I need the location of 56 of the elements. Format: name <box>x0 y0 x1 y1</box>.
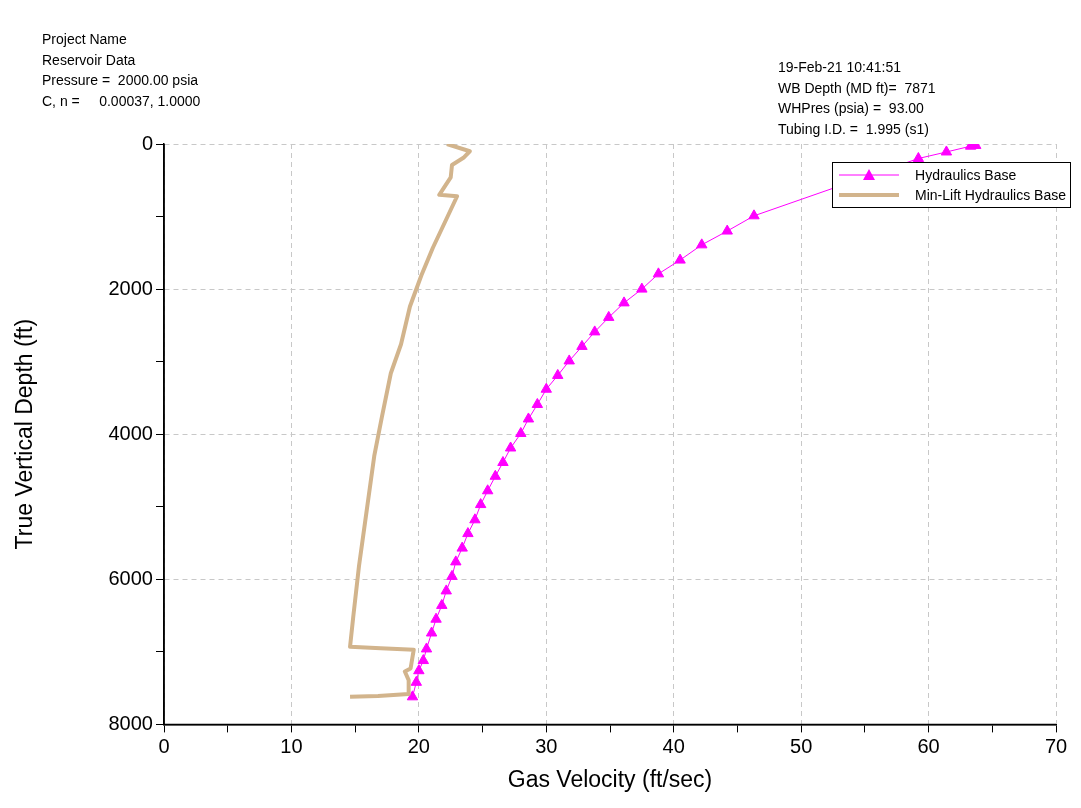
point <box>531 397 544 408</box>
point <box>515 426 527 437</box>
point <box>446 569 458 580</box>
x-tick-label: 0 <box>158 734 170 757</box>
x-tick-label: 40 <box>662 734 685 757</box>
point <box>912 152 925 163</box>
point <box>406 690 419 701</box>
point <box>696 238 708 249</box>
y-tick-label: 6000 <box>108 566 153 589</box>
x-tick-label: 60 <box>917 734 940 757</box>
point <box>481 484 494 495</box>
y-tick-label: 0 <box>141 131 153 154</box>
point <box>552 368 564 379</box>
y-tick-label: 4000 <box>108 421 153 444</box>
point <box>469 513 481 524</box>
point <box>748 209 760 220</box>
point <box>456 541 468 552</box>
point <box>576 339 588 350</box>
legend-label: Min-Lift Hydraulics Base <box>915 187 1066 203</box>
point <box>440 584 452 595</box>
y-tick-label: 2000 <box>108 276 153 299</box>
point <box>522 412 535 423</box>
point <box>425 626 438 637</box>
point <box>430 612 442 623</box>
point <box>489 469 502 480</box>
x-tick-label: 20 <box>407 734 430 757</box>
legend-label: Hydraulics Base <box>915 167 1017 183</box>
point <box>504 441 517 452</box>
point <box>413 664 425 675</box>
point <box>420 642 433 653</box>
point <box>462 527 474 538</box>
point <box>497 455 509 466</box>
point <box>563 354 575 365</box>
point <box>474 498 487 509</box>
point <box>940 145 953 156</box>
point <box>436 598 448 609</box>
point <box>603 310 615 321</box>
x-axis-title: Gas Velocity (ft/sec) <box>507 765 713 792</box>
y-tick-label: 8000 <box>108 711 153 734</box>
point <box>589 325 601 336</box>
x-tick-label: 70 <box>1044 734 1068 757</box>
text: Project Name Reservoir Data Pressure = 2000.00 psia C, n = 0.00037, 1.0000 <box>42 30 201 111</box>
point <box>410 675 423 686</box>
text: 19-Feb-21 10:41:51 WB Depth (MD ft)= 7871 WHPres (psia) = 93.00 Tubing I.D. = 1.995 (s1) <box>778 58 936 139</box>
point <box>652 267 665 278</box>
point <box>636 282 648 293</box>
point <box>618 296 630 307</box>
point <box>417 654 430 665</box>
x-tick-label: 30 <box>535 734 558 757</box>
point <box>540 382 552 393</box>
x-tick-label: 10 <box>280 734 303 757</box>
x-tick-label: 50 <box>790 734 813 757</box>
point <box>674 253 686 264</box>
y-axis-title: True Vertical Depth (ft) <box>11 318 38 550</box>
point <box>450 555 462 566</box>
point <box>721 224 733 235</box>
